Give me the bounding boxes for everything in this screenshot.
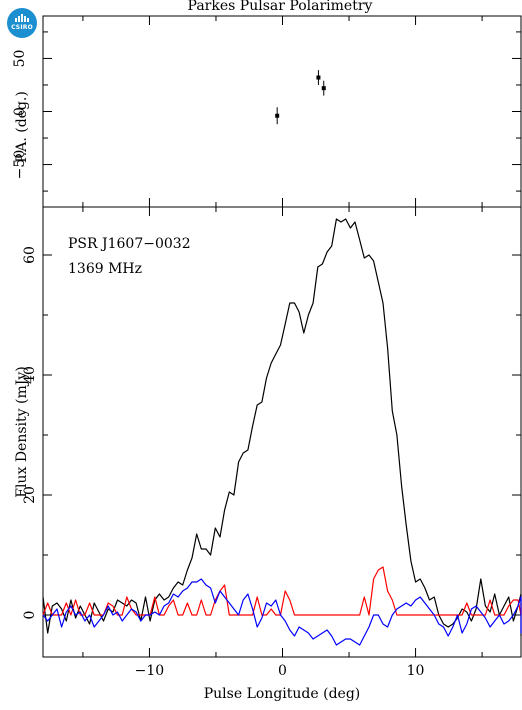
linear-polarization-line (42, 566, 522, 616)
pa-y-tick-label: 50 (12, 50, 28, 68)
logo-bars-icon (14, 14, 30, 22)
psr-name-annotation: PSR J1607−0032 (68, 236, 191, 252)
x-tick-label: −10 (135, 663, 165, 679)
frequency-annotation: 1369 MHz (68, 261, 142, 277)
pa-y-tick-label: 0 (12, 107, 28, 116)
pa-point (316, 75, 321, 80)
pa-points (275, 70, 326, 125)
csiro-logo: CSIRO (7, 8, 37, 38)
pa-point (321, 86, 326, 91)
circular-polarization-line (42, 578, 522, 646)
total-intensity-line (42, 218, 522, 636)
tick-labels: −10 0 10 −50 0 50 0 20 40 60 (12, 50, 424, 679)
flux-y-tick-label: 40 (22, 366, 38, 384)
flux-ylabel: Flux Density (mJy) (14, 366, 30, 497)
x-tick-label: 10 (407, 663, 425, 679)
x-tick-label: 0 (278, 663, 287, 679)
pa-point (275, 113, 280, 118)
axis-ticks (43, 16, 521, 657)
chart-title: Parkes Pulsar Polarimetry (188, 0, 373, 14)
pa-axes-frame (42, 15, 522, 208)
flux-y-tick-label: 60 (22, 246, 38, 264)
flux-y-tick-label: 20 (22, 486, 38, 504)
flux-y-tick-label: 0 (22, 611, 38, 620)
pa-y-tick-label: −50 (12, 150, 28, 180)
logo-text: CSIRO (11, 24, 33, 31)
pa-ylabel: P.A. (deg.) (14, 91, 30, 163)
flux-series (42, 218, 522, 646)
xlabel: Pulse Longitude (deg) (204, 686, 361, 702)
